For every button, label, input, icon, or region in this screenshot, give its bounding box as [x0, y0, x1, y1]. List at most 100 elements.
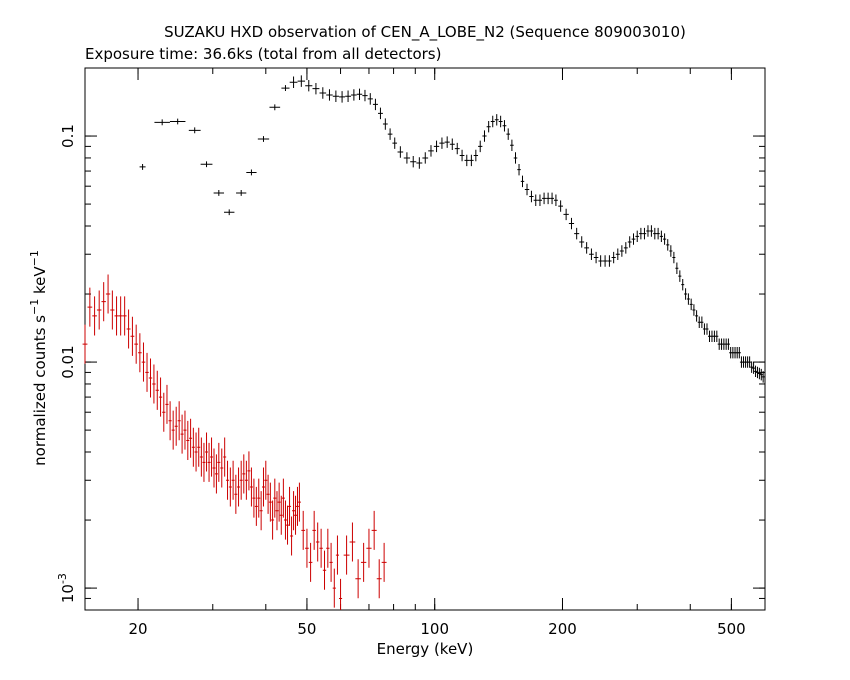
data-point	[154, 119, 170, 126]
data-point	[223, 437, 227, 477]
data-point	[158, 377, 163, 417]
data-point	[659, 230, 663, 243]
data-point	[550, 192, 554, 205]
data-point	[339, 91, 346, 103]
data-point	[202, 442, 206, 482]
data-point	[686, 293, 690, 305]
data-point	[627, 236, 632, 248]
data-point	[264, 460, 268, 500]
y-tick-label: 0.1	[59, 124, 77, 148]
data-point	[392, 137, 398, 149]
data-point	[378, 107, 383, 120]
data-point	[598, 255, 603, 267]
data-point	[502, 120, 507, 132]
data-point	[290, 516, 294, 556]
data-point	[454, 142, 460, 155]
data-point	[332, 568, 336, 608]
data-point	[631, 233, 636, 245]
data-point	[397, 146, 404, 158]
data-point	[482, 130, 487, 142]
data-point	[188, 127, 201, 134]
data-point	[351, 89, 357, 101]
data-point	[615, 248, 620, 260]
data-point	[322, 550, 327, 590]
data-point	[646, 225, 650, 237]
data-point	[574, 227, 580, 240]
data-point	[473, 149, 479, 162]
data-point	[663, 233, 667, 245]
data-point	[191, 427, 195, 467]
data-point	[510, 139, 514, 152]
data-point	[254, 486, 258, 526]
x-tick-label: 100	[420, 620, 449, 638]
data-point	[439, 137, 445, 149]
data-point	[239, 460, 243, 500]
data-point	[152, 364, 156, 404]
data-point	[607, 255, 612, 267]
data-point	[286, 505, 290, 545]
data-point	[305, 528, 309, 568]
data-point	[194, 432, 198, 472]
data-point	[681, 278, 685, 291]
data-point	[387, 128, 393, 140]
data-point	[231, 460, 235, 500]
data-point	[257, 136, 270, 142]
data-point	[297, 75, 306, 87]
data-point	[224, 209, 235, 216]
data-point	[118, 296, 123, 336]
data-point	[257, 478, 261, 518]
data-point	[249, 467, 253, 507]
data-point	[189, 418, 193, 458]
data-point	[343, 535, 350, 575]
data-point	[213, 190, 225, 196]
data-point	[308, 542, 313, 582]
data-point	[669, 245, 673, 257]
data-point	[259, 491, 263, 531]
data-point	[199, 437, 203, 477]
data-point	[236, 190, 247, 196]
y-tick-label: 10-3	[56, 573, 77, 603]
x-tick-label: 20	[128, 620, 147, 638]
data-point	[546, 192, 551, 205]
data-point	[372, 98, 378, 111]
data-point	[207, 442, 211, 482]
data-point	[242, 454, 246, 494]
data-point	[155, 370, 159, 410]
data-point	[494, 114, 499, 126]
data-point	[410, 155, 417, 168]
data-point	[381, 542, 387, 582]
data-point	[558, 200, 563, 212]
data-point	[367, 93, 373, 105]
data-point	[114, 296, 119, 336]
data-point	[126, 309, 131, 349]
data-point	[356, 88, 363, 101]
data-point	[649, 225, 654, 237]
data-point	[529, 190, 534, 203]
data-point	[366, 528, 372, 568]
x-tick-label: 200	[548, 620, 577, 638]
data-point	[349, 522, 356, 562]
data-point	[563, 208, 569, 221]
data-point	[584, 242, 590, 254]
data-point	[486, 120, 491, 133]
data-point	[490, 115, 495, 128]
data-point	[101, 282, 106, 322]
y-axis-label-exp-s: −1	[28, 299, 41, 315]
data-point	[524, 183, 530, 196]
data-point	[715, 330, 719, 343]
data-point	[326, 89, 333, 101]
x-tick-label: 50	[297, 620, 316, 638]
data-point	[279, 495, 283, 535]
series-1	[82, 274, 387, 610]
data-point	[210, 437, 214, 477]
data-point	[288, 486, 292, 526]
data-point	[611, 251, 616, 264]
data-point	[122, 296, 127, 336]
data-point	[589, 248, 594, 260]
data-point	[110, 290, 115, 330]
data-point	[464, 154, 470, 167]
data-point	[520, 175, 525, 188]
y-tick-label: 0.01	[59, 345, 77, 378]
data-point	[273, 478, 277, 518]
